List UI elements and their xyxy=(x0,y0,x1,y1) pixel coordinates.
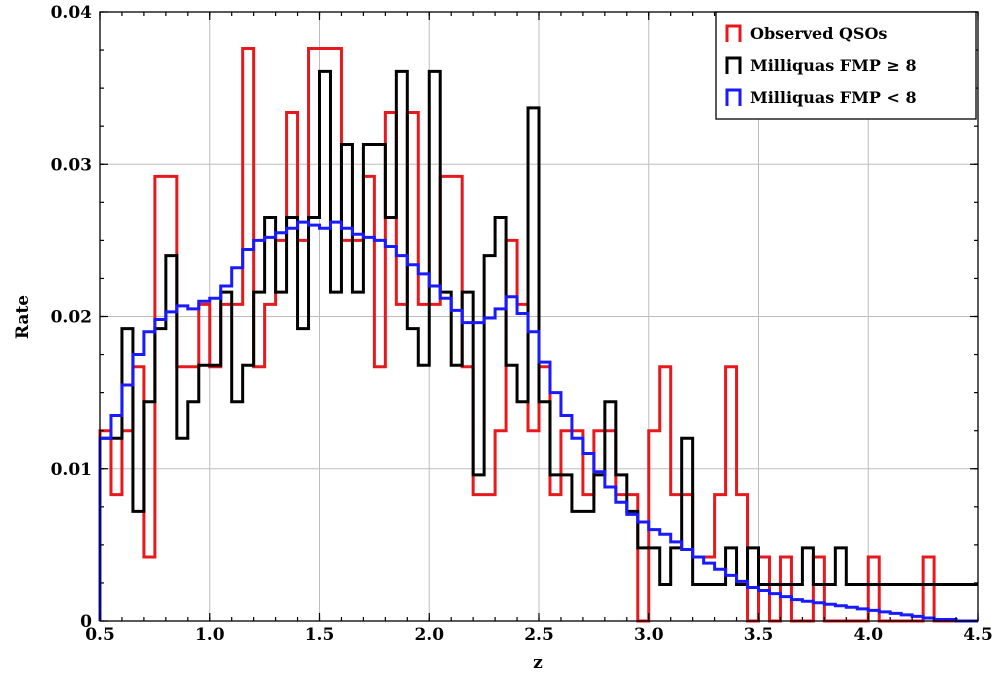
tick-layer xyxy=(99,11,979,622)
x-axis-label: z xyxy=(533,653,543,673)
y-axis-label: Rate xyxy=(13,295,33,339)
legend-entry: Milliquas FMP < 8 xyxy=(725,88,917,107)
legend-label: Milliquas FMP < 8 xyxy=(750,88,917,107)
legend-entry: Milliquas FMP ≥ 8 xyxy=(725,56,917,75)
y-tick-label: 0.04 xyxy=(51,3,93,23)
y-tick-label: 0 xyxy=(80,612,92,632)
legend: Observed QSOs Milliquas FMP ≥ 8 Milliquas … xyxy=(715,11,977,120)
legend-swatch xyxy=(725,56,742,74)
y-tick-label: 0.02 xyxy=(51,308,92,328)
y-tick-label: 0.03 xyxy=(51,155,92,175)
x-tick-label: 0.5 xyxy=(85,625,115,645)
legend-entry: Observed QSOs xyxy=(725,24,887,43)
x-tick-label: 2.5 xyxy=(524,625,554,645)
legend-entries: Observed QSOs Milliquas FMP ≥ 8 Milliquas … xyxy=(725,24,917,107)
tick-label-layer: 0.5 1.0 1.5 2.0 2.5 3.0 3.5 4.0 4.5 0 0.01 0.02 0.03… xyxy=(51,3,993,645)
legend-label: Milliquas FMP ≥ 8 xyxy=(750,56,917,75)
legend-box xyxy=(715,11,977,120)
x-tick-label: 4.5 xyxy=(963,625,993,645)
x-tick-label: 1.5 xyxy=(305,625,335,645)
legend-label: Observed QSOs xyxy=(750,24,887,43)
x-tick-label: 4.0 xyxy=(853,625,883,645)
y-tick-label: 0.01 xyxy=(51,460,92,480)
series-line-1 xyxy=(98,69,978,621)
legend-swatch xyxy=(725,24,742,42)
x-tick-label: 2.0 xyxy=(414,625,444,645)
series-line-2 xyxy=(98,220,978,623)
legend-swatch xyxy=(725,88,742,106)
x-tick-label: 1.0 xyxy=(195,625,225,645)
x-tick-label: 3.5 xyxy=(744,625,774,645)
x-tick-label: 3.0 xyxy=(634,625,664,645)
